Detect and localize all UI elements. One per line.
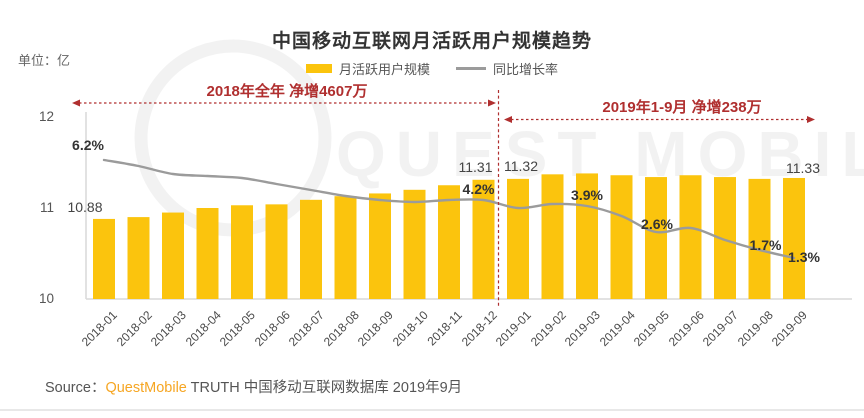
bar-2018-12	[472, 179, 495, 299]
bar-2018-02	[127, 217, 150, 299]
bar-2018-09	[369, 193, 391, 299]
bar-value-label-2018-12: 11.31	[458, 158, 493, 175]
source-brand: QuestMobile	[105, 380, 187, 396]
arrow-2019-left-head-icon	[504, 116, 512, 123]
legend-label-mau: 月活跃用户规模	[338, 62, 430, 77]
bar-2019-06	[679, 175, 702, 299]
bar-2018-10	[403, 189, 426, 299]
bar-value-label-2019-09: 11.33	[786, 159, 820, 176]
unit-label: 单位：亿	[18, 53, 71, 68]
source-rest: TRUTH 中国移动互联网数据库 2019年9月	[186, 380, 463, 396]
legend-item-growth: 同比增长率	[456, 59, 558, 78]
growth-label-2018-12: 4.2%	[462, 181, 495, 197]
bar-2018-04	[196, 208, 219, 299]
growth-label-2018-01: 6.2%	[72, 137, 104, 153]
bar-2019-05	[645, 177, 667, 299]
source-label: Source：	[45, 380, 106, 396]
annotation-2018-net-increase: 2018年全年 净增4607万	[206, 83, 368, 100]
bar-2019-07	[714, 177, 736, 299]
legend-item-mau: 月活跃用户规模	[305, 59, 430, 78]
arrow-2019-right-head-icon	[807, 116, 815, 123]
bar-2019-08	[748, 178, 771, 299]
growth-label-2019-08: 1.7%	[749, 237, 782, 253]
growth-label-2019-09: 1.3%	[788, 249, 820, 265]
line-series-swatch-icon	[456, 67, 486, 70]
bar-2018-11	[438, 185, 460, 299]
growth-rate-line	[102, 158, 796, 260]
bar-2018-01	[93, 218, 115, 299]
bar-2019-04	[610, 175, 633, 299]
bar-series-swatch-icon	[305, 64, 332, 73]
growth-label-2019-03: 3.9%	[571, 187, 603, 203]
growth-label-2019-05: 2.6%	[641, 216, 673, 232]
bar-2018-03	[162, 212, 184, 299]
arrow-2018-right-head-icon	[488, 99, 496, 107]
y-tick-11: 11	[39, 200, 54, 215]
watermark-text: QUEST MOBILE	[336, 118, 864, 190]
y-tick-12: 12	[38, 109, 54, 124]
bar-2019-09	[783, 177, 805, 299]
legend-label-growth: 同比增长率	[493, 62, 559, 77]
bar-value-label-2018-01: 10.88	[67, 198, 103, 215]
bar-2018-06	[265, 204, 288, 299]
bar-2018-07	[300, 199, 322, 299]
bar-2018-08	[334, 196, 357, 299]
bar-value-label-2019-01: 11.32	[504, 157, 538, 174]
bottom-divider	[0, 409, 864, 411]
source-line: Source：QuestMobile TRUTH 中国移动互联网数据库 2019…	[45, 376, 462, 397]
annotation-2019-net-increase: 2019年1-9月 净增238万	[602, 99, 762, 116]
chart-title: 中国移动互联网月活跃用户规模趋势	[271, 31, 592, 52]
y-tick-10: 10	[38, 291, 54, 306]
bar-2018-05	[231, 205, 253, 299]
legend: 月活跃用户规模 同比增长率	[0, 59, 864, 78]
arrow-2018-left-head-icon	[72, 99, 80, 107]
